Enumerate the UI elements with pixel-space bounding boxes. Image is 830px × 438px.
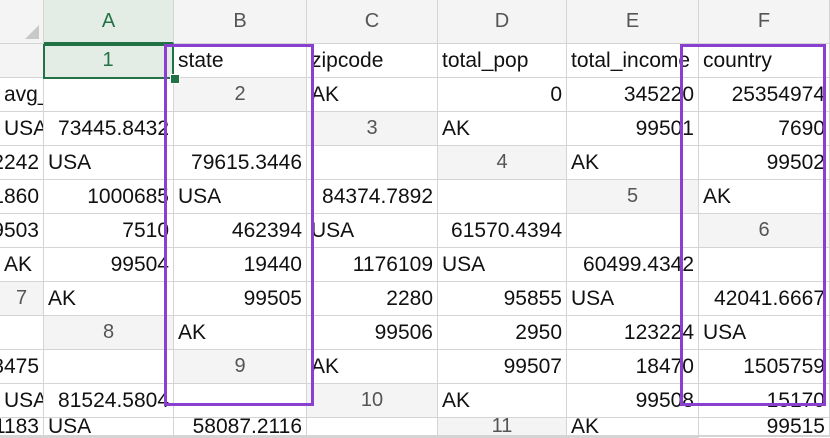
cell-c6[interactable]: 19440 bbox=[174, 248, 307, 282]
row-header-8[interactable]: 8 bbox=[44, 316, 174, 350]
column-header-c[interactable]: C bbox=[307, 0, 438, 44]
cell-g6[interactable] bbox=[699, 248, 830, 282]
cell-f6[interactable]: 60499.4342 bbox=[567, 248, 699, 282]
cell-a11[interactable]: AK bbox=[567, 418, 699, 436]
cell-b5[interactable]: 99503 bbox=[0, 214, 44, 248]
cell-e1[interactable]: country bbox=[699, 44, 830, 78]
cell-d3[interactable]: 612242 bbox=[0, 146, 44, 180]
cell-b8[interactable]: 99506 bbox=[307, 316, 438, 350]
row-header-4[interactable]: 4 bbox=[438, 146, 567, 180]
column-header-a[interactable]: A bbox=[44, 0, 174, 44]
cell-b2[interactable]: 0 bbox=[438, 78, 567, 112]
column-header-empty[interactable] bbox=[0, 44, 44, 78]
cell-a1[interactable]: state bbox=[174, 44, 307, 78]
cell-c1[interactable]: total_pop bbox=[438, 44, 567, 78]
cell-f3[interactable]: 79615.3446 bbox=[174, 146, 307, 180]
fill-handle[interactable] bbox=[170, 74, 180, 84]
cell-g4[interactable] bbox=[438, 180, 567, 214]
cell-c4[interactable]: 11860 bbox=[0, 180, 44, 214]
row-header-7[interactable]: 7 bbox=[0, 282, 44, 316]
cell-b1[interactable]: zipcode bbox=[307, 44, 438, 78]
cell-b10[interactable]: 99508 bbox=[567, 384, 699, 418]
column-header-d[interactable]: D bbox=[438, 0, 567, 44]
cell-a10[interactable]: AK bbox=[438, 384, 567, 418]
column-header-e[interactable]: E bbox=[567, 0, 699, 44]
cell-g8[interactable] bbox=[44, 350, 174, 384]
cell-f10[interactable]: 58087.2116 bbox=[174, 418, 307, 436]
row-header-1[interactable]: 1 bbox=[44, 44, 174, 78]
cell-a2[interactable]: AK bbox=[307, 78, 438, 112]
cell-b4[interactable]: 99502 bbox=[699, 146, 830, 180]
cell-g9[interactable] bbox=[174, 384, 307, 418]
row-header-5[interactable]: 5 bbox=[567, 180, 699, 214]
cell-e8[interactable]: USA bbox=[699, 316, 830, 350]
cell-g1[interactable] bbox=[44, 78, 174, 112]
cell-e5[interactable]: USA bbox=[307, 214, 438, 248]
cell-row12-0[interactable] bbox=[699, 436, 830, 437]
cell-e3[interactable]: USA bbox=[44, 146, 174, 180]
cell-d4[interactable]: 1000685 bbox=[44, 180, 174, 214]
cell-d1[interactable]: total_income bbox=[567, 44, 699, 78]
cell-c9[interactable]: 18470 bbox=[567, 350, 699, 384]
cell-c10[interactable]: 15170 bbox=[699, 384, 830, 418]
cell-a8[interactable]: AK bbox=[174, 316, 307, 350]
cell-d10[interactable]: 881183 bbox=[0, 418, 44, 436]
row-header-10[interactable]: 10 bbox=[307, 384, 438, 418]
cell-f8[interactable]: 41770.8475 bbox=[0, 350, 44, 384]
cell-d6[interactable]: 1176109 bbox=[307, 248, 438, 282]
row-header-6[interactable]: 6 bbox=[699, 214, 830, 248]
cell-d5[interactable]: 462394 bbox=[174, 214, 307, 248]
cell-e10[interactable]: USA bbox=[44, 418, 174, 436]
cell-a9[interactable]: AK bbox=[307, 350, 438, 384]
cell-b11[interactable]: 99515 bbox=[699, 418, 830, 436]
cell-f9[interactable]: 81524.5804 bbox=[44, 384, 174, 418]
cell-f4[interactable]: 84374.7892 bbox=[307, 180, 438, 214]
cell-b9[interactable]: 99507 bbox=[438, 350, 567, 384]
cell-b3[interactable]: 99501 bbox=[567, 112, 699, 146]
cell-g3[interactable] bbox=[307, 146, 438, 180]
cell-e9[interactable]: USA bbox=[0, 384, 44, 418]
cell-g5[interactable] bbox=[567, 214, 699, 248]
select-all-corner[interactable] bbox=[0, 0, 44, 44]
select-all-icon bbox=[25, 25, 39, 39]
cell-c5[interactable]: 7510 bbox=[44, 214, 174, 248]
cell-g10[interactable] bbox=[307, 418, 438, 436]
cell-a3[interactable]: AK bbox=[438, 112, 567, 146]
cell-c7[interactable]: 2280 bbox=[307, 282, 438, 316]
cell-c3[interactable]: 7690 bbox=[699, 112, 830, 146]
cell-f5[interactable]: 61570.4394 bbox=[438, 214, 567, 248]
row-header-11[interactable]: 11 bbox=[438, 418, 567, 436]
cell-d2[interactable]: 25354974 bbox=[699, 78, 830, 112]
cell-e2[interactable]: USA bbox=[0, 112, 44, 146]
cell-e6[interactable]: USA bbox=[438, 248, 567, 282]
cell-a6[interactable]: AK bbox=[0, 248, 44, 282]
cell-a5[interactable]: AK bbox=[699, 180, 830, 214]
row-header-9[interactable]: 9 bbox=[174, 350, 307, 384]
column-header-b[interactable]: B bbox=[174, 0, 307, 44]
cell-a7[interactable]: AK bbox=[44, 282, 174, 316]
cell-g2[interactable] bbox=[174, 112, 307, 146]
cell-f1[interactable]: avg_income bbox=[0, 78, 44, 112]
column-header-f[interactable]: F bbox=[699, 0, 830, 44]
cell-e4[interactable]: USA bbox=[174, 180, 307, 214]
row-header-2[interactable]: 2 bbox=[174, 78, 307, 112]
cell-f7[interactable]: 42041.6667 bbox=[699, 282, 830, 316]
cell-f2[interactable]: 73445.8432 bbox=[44, 112, 174, 146]
cell-a4[interactable]: AK bbox=[567, 146, 699, 180]
cell-e7[interactable]: USA bbox=[567, 282, 699, 316]
cell-d9[interactable]: 1505759 bbox=[699, 350, 830, 384]
row-header-3[interactable]: 3 bbox=[307, 112, 438, 146]
cell-c8[interactable]: 2950 bbox=[438, 316, 567, 350]
cell-g7[interactable] bbox=[0, 316, 44, 350]
cell-b7[interactable]: 99505 bbox=[174, 282, 307, 316]
cell-d8[interactable]: 123224 bbox=[567, 316, 699, 350]
cell-b6[interactable]: 99504 bbox=[44, 248, 174, 282]
cell-c2[interactable]: 345220 bbox=[567, 78, 699, 112]
cell-d7[interactable]: 95855 bbox=[438, 282, 567, 316]
